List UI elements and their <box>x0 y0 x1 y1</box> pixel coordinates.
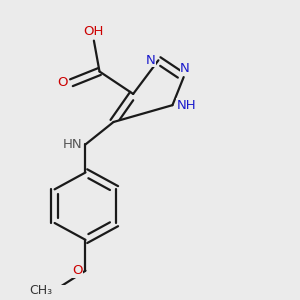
Text: NH: NH <box>177 99 196 112</box>
Text: HN: HN <box>62 138 82 151</box>
Text: CH₃: CH₃ <box>29 284 52 297</box>
Text: O: O <box>58 76 68 89</box>
Text: O: O <box>72 264 83 277</box>
Text: N: N <box>180 62 190 75</box>
Text: OH: OH <box>84 25 104 38</box>
Text: N: N <box>146 54 156 67</box>
